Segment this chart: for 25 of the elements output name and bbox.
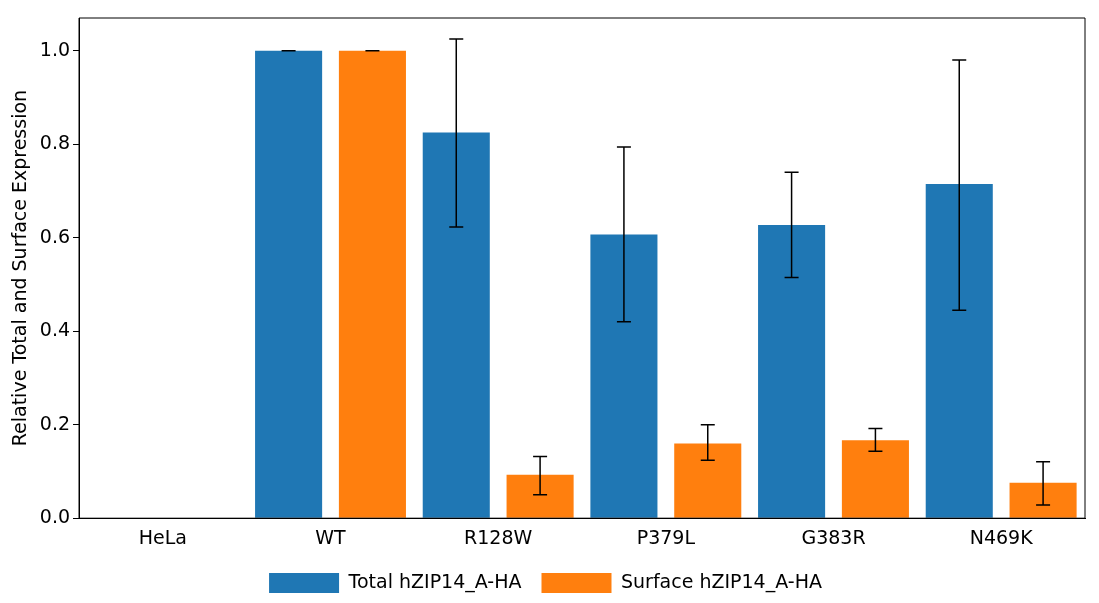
y-tick-label: 0.0 [39,505,71,528]
y-tick-label: 0.8 [39,131,71,154]
legend-label: Surface hZIP14_A-HA [621,569,822,593]
x-tick-label: P379L [636,525,696,548]
bar [506,474,574,518]
y-axis-title: Relative Total and Surface Expression [8,89,31,447]
y-tick-label: 0.4 [39,318,71,341]
bar [674,443,742,518]
y-tick-label: 0.6 [39,224,71,247]
y-tick-label: 0.2 [39,411,71,434]
x-tick-label: HeLa [138,525,187,548]
y-tick-label: 1.0 [39,37,71,60]
bar [758,225,826,518]
bar [255,50,323,518]
legend-label: Total hZIP14_A-HA [347,569,522,593]
bar [590,234,658,518]
bar [338,50,406,518]
bar [841,440,909,518]
x-tick-label: G383R [801,525,866,548]
bar [422,132,490,518]
x-tick-label: N469K [969,525,1034,548]
bar [1009,482,1077,518]
x-tick-label: R128W [464,525,533,548]
bar [925,183,993,518]
x-tick-label: WT [315,525,347,548]
